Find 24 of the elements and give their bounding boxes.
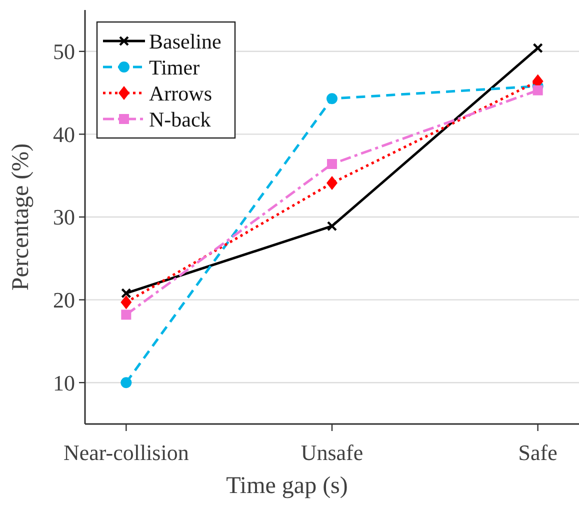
y-tick-label: 30: [53, 204, 75, 230]
point: [121, 288, 132, 298]
y-tick-label: 20: [53, 288, 75, 312]
point: [120, 377, 132, 388]
y-tick-label: 40: [53, 122, 75, 147]
point: [326, 93, 338, 104]
point: [326, 176, 338, 190]
legend-label: Arrows: [149, 81, 212, 106]
point: [532, 85, 543, 96]
y-tick-label: 10: [53, 370, 75, 396]
legend-label: Timer: [149, 55, 200, 80]
x-tick-label: Unsafe: [300, 440, 364, 465]
y-tick-label: 50: [53, 39, 75, 64]
point: [120, 295, 132, 310]
x-tick-label: Safe: [518, 440, 558, 465]
point: [327, 159, 337, 170]
x-tick-label: Near-collision: [63, 440, 189, 465]
legend-label: Baseline: [149, 29, 222, 54]
point: [326, 221, 338, 232]
x-axis-title: Time gap (s): [226, 473, 348, 499]
y-axis-title: Percentage (%): [8, 143, 34, 291]
legend-label: N-back: [149, 107, 212, 132]
point: [121, 310, 132, 320]
point: [532, 42, 543, 54]
